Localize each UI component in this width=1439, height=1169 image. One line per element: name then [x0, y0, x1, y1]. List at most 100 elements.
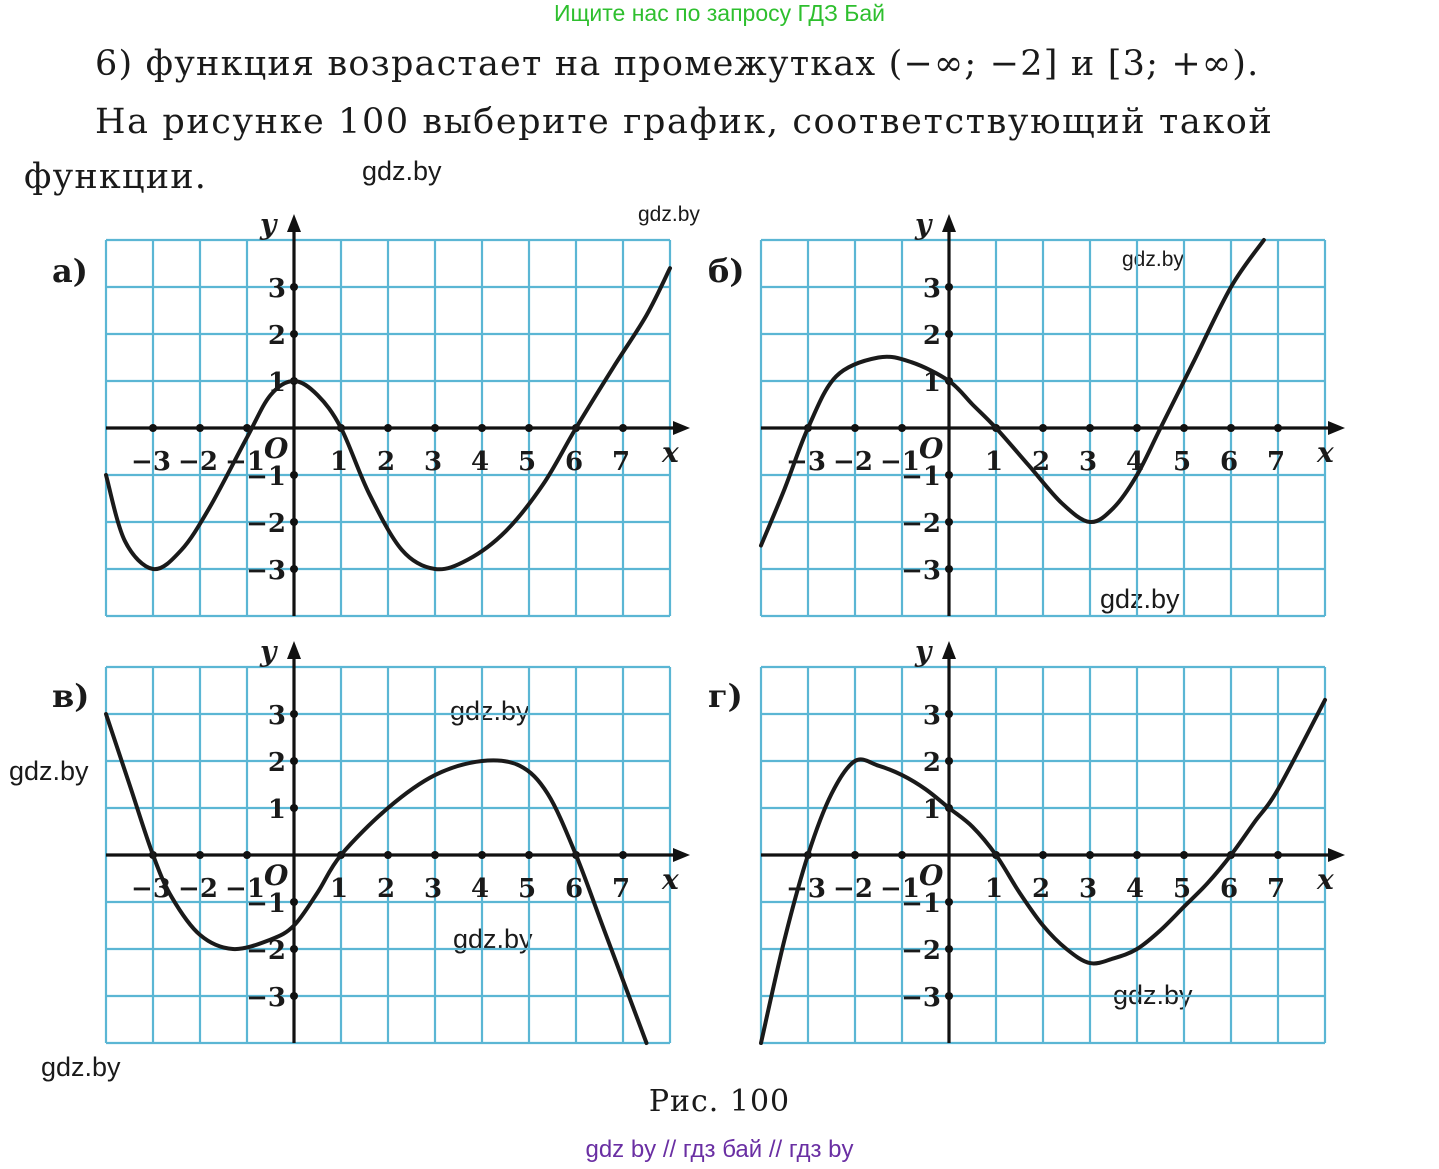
y-tick-dot	[290, 804, 298, 812]
x-tick-label: 1	[330, 447, 348, 477]
origin-label: O	[264, 432, 289, 465]
x-tick-dot	[525, 851, 533, 859]
x-tick-label: −2	[833, 447, 873, 477]
x-tick-dot	[898, 851, 906, 859]
function-curve	[759, 697, 1327, 1045]
panel-label: б)	[708, 252, 744, 290]
x-tick-label: 4	[471, 874, 489, 904]
y-tick-dot	[945, 992, 953, 1000]
figure-caption: Рис. 100	[648, 1084, 791, 1119]
x-tick-dot	[1039, 424, 1047, 432]
x-axis-arrow	[673, 848, 690, 862]
y-tick-label: −2	[246, 509, 286, 539]
x-axis-arrow	[1328, 421, 1345, 435]
y-tick-dot	[290, 330, 298, 338]
x-tick-dot	[1227, 424, 1235, 432]
x-tick-dot	[1039, 851, 1047, 859]
x-tick-dot	[384, 424, 392, 432]
y-tick-label: −1	[901, 462, 941, 492]
y-tick-label: −3	[246, 556, 286, 586]
x-tick-dot	[851, 851, 859, 859]
y-tick-label: −3	[901, 983, 941, 1013]
x-tick-label: 7	[612, 447, 630, 477]
y-tick-dot	[290, 565, 298, 573]
x-tick-dot	[431, 424, 439, 432]
watermark: gdz.by	[1100, 584, 1180, 614]
x-tick-dot	[384, 851, 392, 859]
x-tick-label: −3	[786, 874, 826, 904]
x-tick-label: 1	[985, 447, 1003, 477]
y-tick-dot	[290, 471, 298, 479]
x-axis-arrow	[673, 421, 690, 435]
y-tick-dot	[945, 710, 953, 718]
y-axis-arrow	[287, 641, 301, 659]
x-tick-label: 3	[1079, 447, 1097, 477]
x-tick-dot	[1180, 851, 1188, 859]
x-tick-label: 3	[1079, 874, 1097, 904]
task-statement: 6) функция возрастает на промежутках (−∞…	[95, 44, 1260, 84]
x-tick-dot	[525, 424, 533, 432]
x-tick-label: 4	[1126, 874, 1144, 904]
y-axis-label: y	[259, 635, 278, 668]
y-tick-dot	[290, 518, 298, 526]
panel-label: г)	[708, 677, 743, 715]
x-tick-dot	[478, 424, 486, 432]
x-tick-dot	[1180, 424, 1188, 432]
x-tick-label: 6	[565, 874, 583, 904]
x-tick-dot	[851, 424, 859, 432]
y-axis-label: y	[259, 208, 278, 241]
y-axis-arrow	[942, 214, 956, 232]
y-tick-dot	[290, 283, 298, 291]
x-tick-label: 4	[1126, 447, 1144, 477]
function-curve	[104, 712, 649, 1045]
x-tick-dot	[1133, 851, 1141, 859]
x-tick-label: 6	[1220, 447, 1238, 477]
x-axis-label: x	[1316, 436, 1334, 469]
y-tick-label: −1	[246, 462, 286, 492]
watermark: gdz.by	[9, 756, 89, 786]
x-tick-label: −2	[178, 874, 218, 904]
watermark: gdz.by	[41, 1052, 121, 1082]
x-tick-label: 1	[330, 874, 348, 904]
x-tick-label: −2	[178, 447, 218, 477]
x-tick-label: 5	[518, 447, 536, 477]
watermark: gdz.by	[450, 696, 530, 726]
x-tick-label: 7	[1267, 447, 1285, 477]
origin-label: O	[919, 859, 944, 892]
y-tick-dot	[945, 945, 953, 953]
panel-label: а)	[52, 252, 88, 290]
y-tick-label: 3	[268, 274, 286, 304]
y-tick-label: 3	[268, 701, 286, 731]
x-tick-label: 5	[1173, 447, 1191, 477]
x-tick-label: 2	[377, 874, 395, 904]
y-tick-dot	[945, 471, 953, 479]
x-tick-dot	[196, 424, 204, 432]
footer-links[interactable]: gdz by // гдз бай // гдз by	[585, 1136, 854, 1163]
x-tick-dot	[196, 851, 204, 859]
panel-label: в)	[52, 677, 89, 715]
x-tick-dot	[478, 851, 486, 859]
y-tick-label: −1	[246, 889, 286, 919]
y-axis-arrow	[942, 641, 956, 659]
x-tick-label: 2	[1032, 874, 1050, 904]
y-tick-dot	[945, 518, 953, 526]
x-tick-dot	[619, 424, 627, 432]
watermark: gdz.by	[638, 203, 700, 226]
y-axis-arrow	[287, 214, 301, 232]
x-tick-dot	[1086, 424, 1094, 432]
y-tick-dot	[290, 710, 298, 718]
x-tick-label: −1	[225, 447, 265, 477]
x-tick-label: −1	[880, 874, 920, 904]
top-banner: Ищите нас по запросу ГДЗ Бай	[553, 0, 886, 26]
x-tick-dot	[619, 851, 627, 859]
watermark: gdz.by	[362, 156, 442, 186]
y-tick-label: 1	[268, 795, 286, 825]
function-curve	[104, 266, 672, 572]
y-tick-label: 2	[923, 748, 941, 778]
y-tick-dot	[945, 898, 953, 906]
y-tick-label: −3	[246, 983, 286, 1013]
x-tick-label: −3	[131, 447, 171, 477]
